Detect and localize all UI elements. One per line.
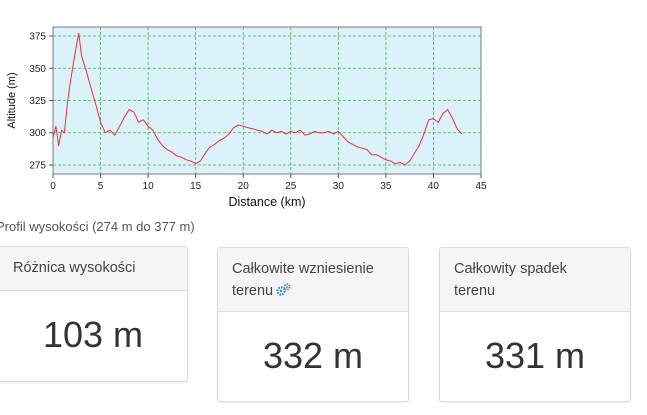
- x-tick-label: 35: [380, 181, 392, 192]
- total-ascent-label: Całkowite wzniesienie terenu: [218, 248, 408, 312]
- total-descent-label-line1: Całkowity spadek: [454, 261, 567, 277]
- total-descent-value: 331 m: [484, 335, 586, 376]
- x-tick-label: 5: [98, 181, 104, 192]
- y-axis-label: Altitude (m): [6, 72, 18, 128]
- x-tick-label: 0: [50, 181, 56, 192]
- y-tick-label: 275: [29, 160, 46, 171]
- gears-icon[interactable]: [276, 282, 291, 304]
- total-descent-label: Całkowity spadek terenu: [440, 248, 630, 312]
- total-descent-card: Całkowity spadek terenu 331 m: [439, 247, 631, 402]
- y-tick-label: 325: [29, 96, 46, 107]
- x-tick-label: 15: [190, 181, 202, 192]
- elevation-difference-label-text: Różnica wysokości: [13, 260, 136, 276]
- x-tick-label: 20: [238, 181, 250, 192]
- y-tick-label: 375: [29, 32, 46, 43]
- elevation-difference-value: 103 m: [42, 314, 144, 355]
- y-tick-label: 350: [29, 64, 46, 75]
- y-tick-label: 300: [29, 128, 46, 139]
- total-ascent-card: Całkowite wzniesienie terenu 332 m: [217, 247, 409, 402]
- altitude-chart: 0 5 10 15 20 25 30 35 40 45 275 300 325 350 375 Distanc…: [6, 26, 487, 209]
- x-axis-label: Distance (km): [228, 195, 305, 209]
- elevation-difference-label: Różnica wysokości: [0, 247, 187, 291]
- altitude-series-line: [52, 32, 463, 166]
- x-tick-label: 45: [475, 181, 487, 192]
- total-descent-label-line2: terenu: [454, 283, 496, 299]
- x-tick-label: 25: [285, 181, 297, 192]
- total-ascent-value: 332 m: [262, 335, 364, 376]
- x-tick-label: 30: [333, 181, 345, 192]
- x-tick-label: 10: [143, 181, 155, 192]
- plot-area: [52, 26, 482, 175]
- total-ascent-label-line1: Całkowite wzniesienie: [232, 261, 374, 277]
- x-tick-label: 40: [428, 181, 440, 192]
- profile-caption: Profil wysokości (274 m do 377 m): [0, 219, 195, 234]
- total-ascent-label-line2: terenu: [232, 283, 274, 299]
- elevation-difference-card: Różnica wysokości 103 m: [0, 246, 188, 382]
